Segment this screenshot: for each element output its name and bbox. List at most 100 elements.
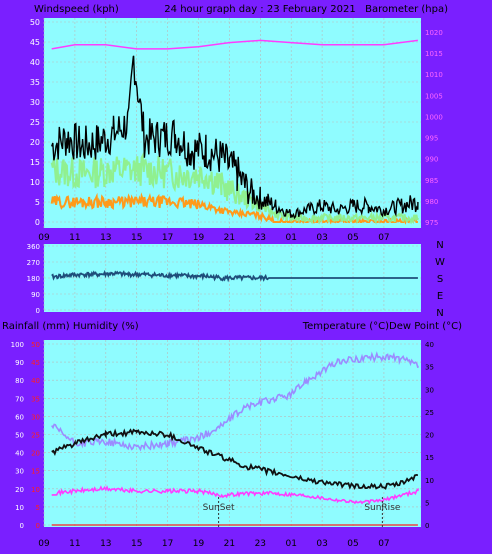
barometer-y-tick: 995 [425, 135, 438, 143]
header-left: Windspeed (kph) [34, 4, 119, 15]
wind-gust-line [51, 55, 419, 220]
rainfall-y-tick: 30 [31, 413, 40, 421]
direction-label: S [437, 274, 443, 285]
wind-x-tick: 23 [255, 233, 266, 243]
rainfall-y-tick: 10 [31, 486, 40, 494]
humidity-y-tick: 90 [15, 359, 24, 367]
wind-x-tick: 05 [347, 233, 358, 243]
lower-x-tick: 11 [69, 539, 80, 549]
rainfall-y-tick: 15 [31, 468, 40, 476]
temperature-y-tick: 10 [425, 477, 434, 485]
temperature-y-tick: 30 [425, 386, 434, 394]
temperature-y-tick: 0 [425, 522, 429, 530]
wind-x-tick: 15 [131, 233, 142, 243]
header-right: Barometer (hpa) [365, 4, 448, 15]
temperature-y-tick: 40 [425, 341, 434, 349]
wind-y-tick: 25 [30, 118, 40, 127]
temperature-y-tick: 15 [425, 454, 434, 462]
barometer-y-tick: 980 [425, 198, 438, 206]
barometer-y-tick: 975 [425, 219, 438, 227]
lower-x-tick: 05 [347, 539, 358, 549]
temperature-y-tick: 35 [425, 364, 434, 372]
wind-y-tick: 35 [30, 78, 40, 87]
direction-y-tick: 0 [36, 307, 40, 315]
wind-direction-line [51, 269, 418, 283]
wind-x-tick: 19 [193, 233, 205, 243]
average-wind-line [50, 152, 419, 225]
temperature-y-tick: 20 [425, 432, 434, 440]
humidity-y-tick: 60 [15, 413, 24, 421]
humidity-y-tick: 100 [11, 341, 24, 349]
barometer-y-tick: 1020 [425, 29, 443, 37]
rainfall-y-tick: 5 [36, 504, 40, 512]
barometer-y-tick: 1015 [425, 50, 443, 58]
humidity-y-tick: 30 [15, 468, 24, 476]
header-center: 24 hour graph day : 23 February 2021 [164, 4, 355, 15]
temperature-y-tick: 5 [425, 499, 429, 507]
lower-x-tick: 15 [131, 539, 142, 549]
humidity-line [51, 351, 419, 452]
lower-right-label: Temperature (°C)Dew Point (°C) [302, 321, 462, 332]
direction-y-tick: 90 [31, 291, 40, 299]
barometer-y-tick: 1010 [425, 71, 443, 79]
rainfall-y-tick: 40 [31, 377, 40, 385]
rainfall-y-tick: 45 [31, 359, 40, 367]
temperature-line [51, 428, 419, 491]
wind-x-tick: 21 [224, 233, 235, 243]
wind-y-tick: 30 [30, 98, 40, 107]
barometer-line [51, 39, 418, 50]
humidity-y-tick: 0 [20, 522, 24, 530]
barometer-y-tick: 1005 [425, 92, 443, 100]
lower-x-tick: 21 [224, 539, 235, 549]
humidity-y-tick: 80 [15, 377, 24, 385]
humidity-y-tick: 70 [15, 395, 24, 403]
humidity-y-tick: 20 [15, 486, 24, 494]
wind-x-tick: 07 [378, 233, 389, 243]
wind-x-tick: 09 [38, 233, 50, 243]
rainfall-y-tick: 25 [31, 432, 40, 440]
lower-x-tick: 17 [162, 539, 173, 549]
lower-left-label: Rainfall (mm) Humidity (%) [2, 321, 139, 332]
wind-x-tick: 03 [316, 233, 327, 243]
direction-label: W [435, 257, 445, 268]
sunrise-label: SunRise [364, 503, 401, 513]
direction-y-tick: 180 [27, 275, 40, 283]
wind-y-tick: 15 [30, 158, 40, 167]
direction-label: N [436, 308, 443, 319]
humidity-y-tick: 10 [15, 504, 24, 512]
barometer-y-tick: 1000 [425, 113, 443, 121]
lower-x-tick: 07 [378, 539, 389, 549]
wind-x-tick: 11 [69, 233, 80, 243]
rainfall-y-tick: 0 [36, 522, 40, 530]
direction-y-tick: 360 [27, 243, 40, 251]
direction-label: N [436, 240, 443, 251]
lower-x-tick: 23 [255, 539, 266, 549]
rainfall-y-tick: 50 [31, 341, 40, 349]
barometer-y-tick: 990 [425, 156, 438, 164]
humidity-y-tick: 50 [15, 432, 24, 440]
wind-y-tick: 20 [30, 138, 40, 147]
direction-y-tick: 270 [27, 259, 40, 267]
lower-plot-area [44, 340, 421, 527]
lower-x-tick: 09 [38, 539, 50, 549]
lower-x-tick: 19 [193, 539, 205, 549]
direction-label: E [437, 291, 443, 302]
temperature-y-tick: 25 [425, 409, 434, 417]
rainfall-y-tick: 35 [31, 395, 40, 403]
wind-y-tick: 5 [35, 198, 40, 207]
lower-x-tick: 03 [316, 539, 327, 549]
wind-y-tick: 0 [35, 218, 40, 227]
sunset-label: SunSet [203, 503, 235, 513]
barometer-y-tick: 985 [425, 177, 438, 185]
rainfall-y-tick: 20 [31, 450, 40, 458]
wind-y-tick: 40 [30, 58, 40, 67]
lower-x-tick: 01 [285, 539, 296, 549]
wind-plot-area [44, 18, 421, 228]
wind-y-tick: 10 [30, 178, 40, 187]
wind-y-tick: 50 [30, 18, 40, 27]
wind-y-tick: 45 [30, 38, 40, 47]
